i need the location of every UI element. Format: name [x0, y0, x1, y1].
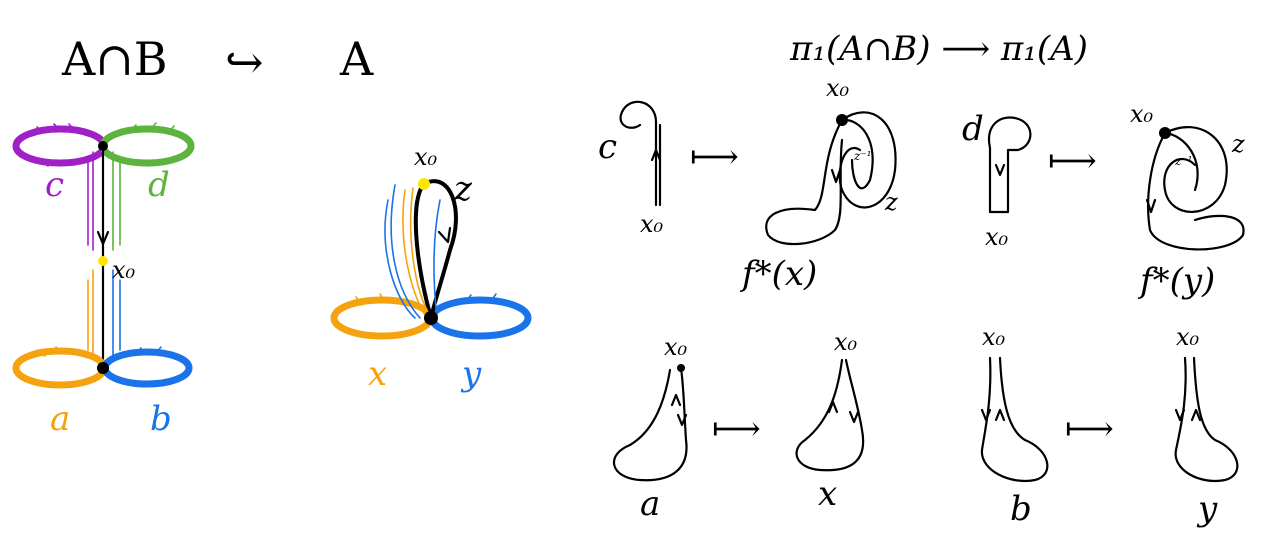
orange-hatch — [36, 346, 63, 357]
blue-hatch-mid — [464, 293, 497, 304]
title-pi-map: π₁(A∩B) ⟶ π₁(A) — [789, 29, 1088, 69]
path-fy-tail — [1147, 131, 1245, 251]
blue-path-mid — [384, 184, 441, 319]
p4-zinv-label: z⁻¹ — [1174, 154, 1192, 168]
p2-zinv-label: z⁻¹ — [853, 149, 871, 163]
p2-z-label: z — [884, 188, 898, 216]
p4-x0-label: x₀ — [1130, 100, 1154, 128]
p3-x0-label: x₀ — [985, 223, 1009, 251]
p7-x0-label: x₀ — [982, 323, 1006, 351]
mapsto-2: ⟼ — [1048, 141, 1097, 181]
arrow-fx — [830, 168, 842, 184]
p5-a-label: a — [640, 484, 660, 524]
mapsto-1: ⟼ — [690, 137, 739, 177]
path-fy-inner — [1163, 131, 1199, 192]
arrows-a — [670, 393, 688, 427]
basepoint-yellow — [98, 256, 108, 266]
top-vertex — [98, 141, 108, 151]
blue-hatch — [134, 346, 162, 356]
label-x: x — [368, 354, 387, 394]
arrow-c — [650, 148, 662, 162]
panel-c: c x₀ — [598, 100, 664, 238]
p6-x0-label: x₀ — [834, 328, 858, 356]
panel-d: d x₀ — [962, 109, 1032, 251]
p2-x0-label: x₀ — [826, 74, 850, 102]
p5-x0-label: x₀ — [664, 333, 688, 361]
green-strand — [112, 151, 121, 251]
path-a — [612, 366, 688, 482]
loop-y — [428, 296, 532, 340]
arrows-b — [980, 408, 1006, 422]
spine-arrow — [96, 230, 110, 246]
p8-x0-label: x₀ — [1176, 323, 1200, 351]
fy-label: f*(y) — [1137, 261, 1215, 301]
p6-x-label: x — [818, 474, 837, 514]
arrow-fy — [1145, 198, 1157, 214]
inclusion-arrow: ↪ — [225, 35, 264, 89]
loop-b — [101, 348, 193, 388]
panel-x: x₀ x — [795, 328, 865, 514]
panel-y: x₀ y — [1174, 323, 1239, 529]
arrows-x — [827, 400, 860, 424]
basepoint-label-left: x₀ — [112, 256, 136, 284]
loop-a — [12, 347, 108, 389]
mapsto-4: ⟼ — [1065, 409, 1114, 449]
mapsto-3: ⟼ — [712, 409, 761, 449]
label-a: a — [50, 399, 70, 439]
p5-vertex — [677, 364, 685, 372]
path-fy-outer — [1163, 126, 1228, 213]
label-c: c — [45, 165, 64, 205]
label-z: z — [453, 169, 473, 209]
title-space-a: A — [339, 32, 374, 86]
path-fx-tail — [765, 118, 844, 246]
path-y — [1174, 356, 1239, 483]
panel-b: x₀ b — [980, 323, 1049, 529]
loop-d — [99, 125, 195, 167]
p3-d-label: d — [962, 109, 984, 149]
panel-fy: x₀ z z⁻¹ f*(y) — [1130, 100, 1245, 301]
green-hatch — [129, 122, 175, 167]
p7-b-label: b — [1010, 489, 1032, 529]
title-intersection: A∩B — [61, 32, 168, 86]
blue-strand — [112, 269, 121, 359]
purple-hatch — [36, 123, 76, 167]
arrow-d — [994, 163, 1006, 177]
p8-y-label: y — [1196, 489, 1218, 529]
p1-x0-label: x₀ — [640, 210, 664, 238]
loop-z — [413, 179, 458, 320]
wedge-vertex — [424, 311, 438, 325]
basepoint-yellow-mid — [418, 178, 430, 190]
label-d: d — [148, 165, 170, 205]
path-c — [619, 100, 658, 207]
panel-fx: x₀ z z⁻¹ f*(x) — [739, 74, 898, 294]
path-d — [987, 116, 1032, 214]
basepoint-label-mid: x₀ — [414, 143, 438, 171]
p4-vertex — [1159, 127, 1171, 139]
purple-strand — [87, 151, 94, 251]
space-a-figure: x₀ z x y — [330, 143, 532, 394]
orange-path-mid — [402, 187, 429, 316]
p4-z-label: z — [1231, 130, 1245, 158]
intersection-figure: x₀ c d a b — [12, 122, 195, 439]
loop-z-arrow — [437, 226, 452, 244]
path-b — [980, 356, 1049, 483]
orange-hatch-mid — [355, 293, 386, 306]
loop-c — [12, 125, 108, 167]
panel-a: x₀ a — [612, 333, 688, 524]
orange-strand — [87, 269, 94, 359]
path-fx-inner — [840, 118, 874, 190]
path-x — [795, 358, 865, 472]
p1-c-label: c — [598, 127, 617, 167]
fx-label: f*(x) — [739, 254, 817, 294]
bottom-vertex — [97, 362, 109, 374]
label-y: y — [460, 354, 482, 394]
p2-vertex — [836, 114, 848, 126]
label-b: b — [150, 399, 172, 439]
arrows-y — [1174, 408, 1202, 422]
